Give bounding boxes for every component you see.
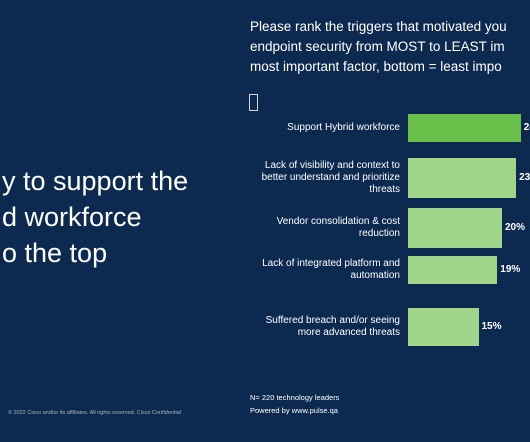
chart-title: endpoint security from MOST to LEAST im — [250, 39, 505, 54]
bar — [408, 208, 502, 248]
source-note: Powered by www.pulse.qa — [250, 406, 338, 415]
category-label: Lack of visibility and context to better… — [261, 160, 400, 195]
copyright: © 2022 Cisco and/or its affiliates. All … — [8, 410, 182, 416]
category-label: Suffered breach and/or seeing more advan… — [265, 315, 400, 338]
value-label: 19% — [500, 264, 521, 275]
value-label: 20% — [505, 222, 526, 233]
category-label: Vendor consolidation & cost reduction — [276, 216, 400, 239]
value-label: 24% — [523, 122, 530, 133]
bar — [408, 158, 517, 198]
value-label: 15% — [481, 321, 502, 332]
placeholder-box — [249, 94, 258, 111]
sample-note: N= 220 technology leaders — [250, 393, 340, 402]
chart-title: most important factor, bottom = least im… — [250, 59, 502, 74]
category-label: Support Hybrid workforce — [287, 122, 400, 133]
category-label: Lack of integrated platform and automati… — [262, 258, 400, 281]
bar — [408, 256, 498, 284]
headline: d workforce — [2, 202, 142, 232]
headline: y to support the — [2, 166, 189, 196]
bar — [408, 114, 521, 142]
headline: o the top — [2, 238, 108, 268]
chart-title: Please rank the triggers that motivated … — [250, 19, 507, 34]
bar — [408, 308, 479, 346]
value-label: 23% — [519, 172, 530, 183]
